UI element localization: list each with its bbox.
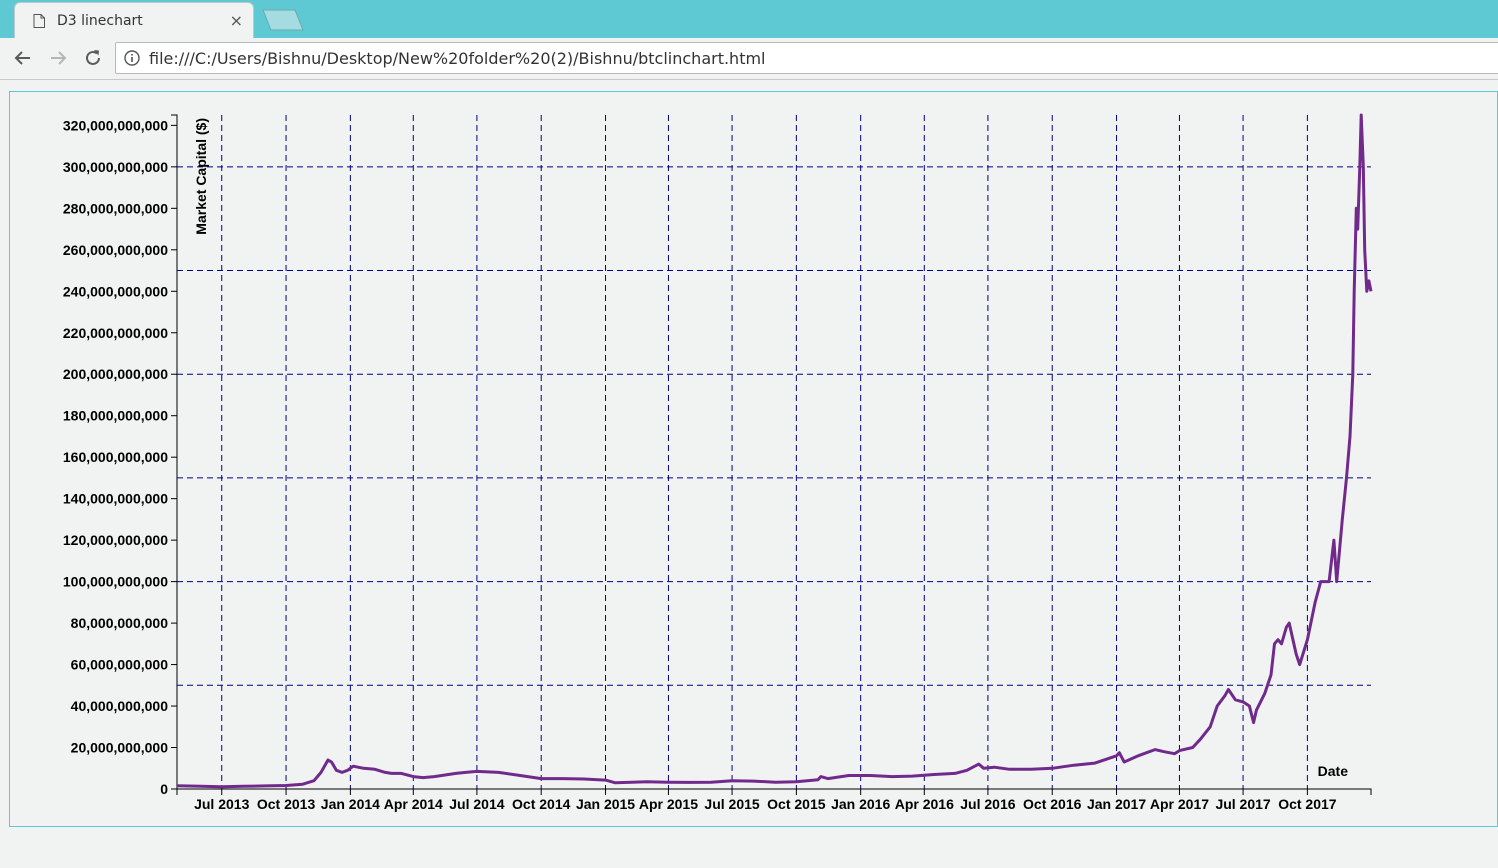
grid — [177, 115, 1371, 789]
y-tick-label: 180,000,000,000 — [63, 408, 168, 424]
y-tick-label: 0 — [160, 781, 168, 797]
y-tick-label: 140,000,000,000 — [63, 491, 168, 507]
y-axis-line — [171, 114, 178, 790]
x-tick-label: Jul 2017 — [1215, 796, 1270, 812]
y-tick-label: 320,000,000,000 — [63, 117, 168, 133]
market-cap-line — [176, 113, 1373, 789]
back-icon[interactable] — [12, 47, 34, 69]
y-tick-label: 280,000,000,000 — [63, 200, 168, 216]
x-tick-label: Oct 2015 — [767, 796, 826, 812]
y-tick-label: 300,000,000,000 — [63, 159, 168, 175]
x-tick-label: Oct 2017 — [1278, 796, 1337, 812]
y-tick-label: 40,000,000,000 — [71, 698, 169, 714]
series-layer — [176, 113, 1373, 789]
browser-titlebar: D3 linechart × — [0, 0, 1498, 38]
x-axis-line — [176, 788, 1372, 795]
page-icon — [33, 14, 45, 28]
x-tick-label: Jul 2014 — [449, 796, 504, 812]
x-axis-title: Date — [1318, 763, 1349, 779]
x-tick-label: Apr 2016 — [895, 796, 954, 812]
x-tick-label: Oct 2013 — [257, 796, 316, 812]
tab-title: D3 linechart — [57, 13, 143, 29]
x-tick-label: Jan 2016 — [831, 796, 890, 812]
y-axis-title: Market Capital ($) — [193, 118, 209, 235]
close-icon[interactable]: × — [229, 11, 243, 30]
x-tick-label: Apr 2015 — [639, 796, 698, 812]
x-tick-label: Jan 2017 — [1087, 796, 1146, 812]
x-tick-label: Jul 2015 — [704, 796, 759, 812]
new-tab-button[interactable] — [262, 9, 304, 31]
x-tick-label: Jan 2014 — [321, 796, 380, 812]
address-bar[interactable]: file:///C:/Users/Bishnu/Desktop/New%20fo… — [115, 42, 1498, 74]
x-tick-label: Oct 2016 — [1023, 796, 1082, 812]
x-tick-label: Apr 2014 — [384, 796, 443, 812]
y-tick-label: 200,000,000,000 — [63, 366, 168, 382]
x-tick-label: Jan 2015 — [576, 796, 635, 812]
y-tick-label: 240,000,000,000 — [63, 283, 168, 299]
y-tick-label: 60,000,000,000 — [71, 657, 169, 673]
axes: 0 20,000,000,000 40,000,000,000 60,000,000,… — [63, 114, 1372, 812]
info-icon[interactable] — [124, 50, 140, 66]
y-tick-label: 160,000,000,000 — [63, 449, 168, 465]
y-tick-label: 260,000,000,000 — [63, 242, 168, 258]
browser-toolbar: file:///C:/Users/Bishnu/Desktop/New%20fo… — [0, 38, 1498, 80]
x-tick-label: Jul 2013 — [194, 796, 249, 812]
y-tick-label: 80,000,000,000 — [71, 615, 169, 631]
reload-icon[interactable] — [82, 47, 104, 69]
y-tick-label: 120,000,000,000 — [63, 532, 168, 548]
y-tick-label: 100,000,000,000 — [63, 574, 168, 590]
browser-tab[interactable]: D3 linechart × — [14, 2, 254, 38]
y-tick-label: 220,000,000,000 — [63, 325, 168, 341]
url-text[interactable]: file:///C:/Users/Bishnu/Desktop/New%20fo… — [149, 49, 766, 68]
y-tick-label: 20,000,000,000 — [71, 740, 169, 756]
forward-icon[interactable] — [47, 47, 69, 69]
x-tick-label: Apr 2017 — [1150, 796, 1209, 812]
x-tick-label: Jul 2016 — [960, 796, 1015, 812]
x-tick-label: Oct 2014 — [512, 796, 571, 812]
